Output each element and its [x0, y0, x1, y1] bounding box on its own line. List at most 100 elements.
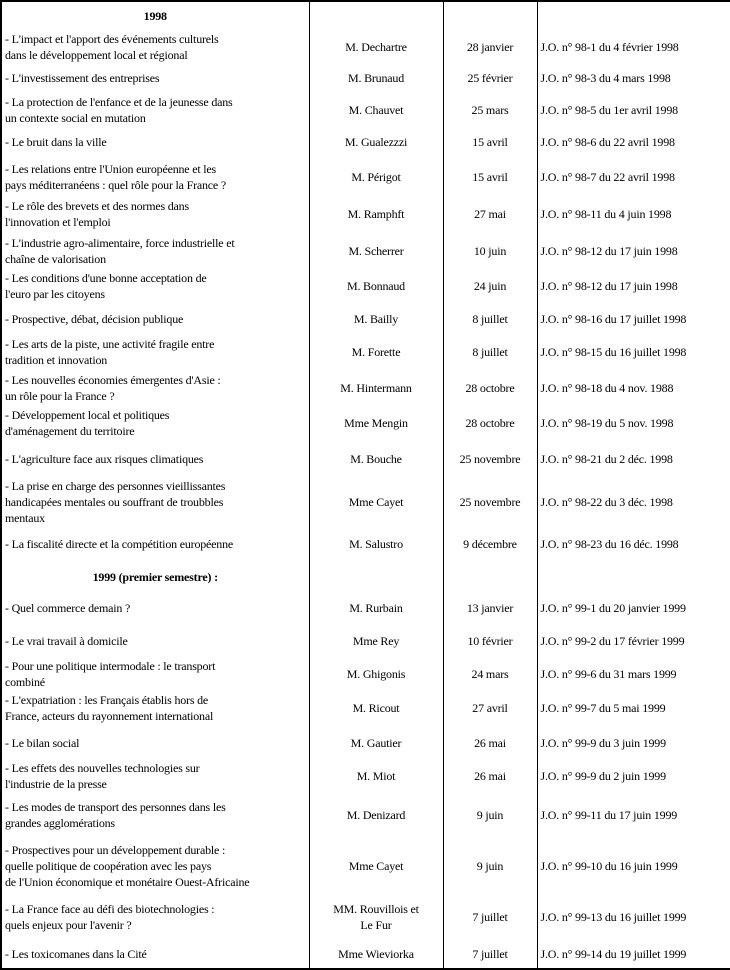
- rapporteur: M. Brunaud: [308, 62, 444, 94]
- journal-officiel-ref: J.O. n° 99-7 du 5 mai 1999: [536, 691, 730, 726]
- table-row: - L'impact et l'apport des événements cu…: [0, 30, 730, 63]
- rapporteur: M. Denizard: [308, 793, 444, 838]
- adoption-date: 10 février: [442, 624, 538, 658]
- rapporteur: M. Ramphft: [308, 195, 444, 233]
- journal-officiel-ref: J.O. n° 99-6 du 31 mars 1999: [536, 657, 730, 691]
- journal-officiel-ref: J.O. n° 98-3 du 4 mars 1998: [536, 62, 730, 94]
- journal-officiel-ref: J.O. n° 99-9 du 2 juin 1999: [536, 759, 730, 793]
- report-subject: - Les arts de la piste, une activité fra…: [0, 335, 310, 370]
- rapporteur: M. Chauvet: [308, 93, 444, 126]
- adoption-date: 15 avril: [442, 158, 538, 195]
- table-row: - Les effets des nouvelles technologies …: [0, 759, 730, 793]
- adoption-date: 28 octobre: [442, 369, 538, 406]
- adoption-date: 27 mai: [442, 195, 538, 233]
- table-row: - Les nouvelles économies émergentes d'A…: [0, 369, 730, 406]
- journal-officiel-ref: J.O. n° 98-5 du 1er avril 1998: [536, 93, 730, 126]
- section-header-row: 1998: [0, 1, 730, 31]
- empty-cell: [308, 562, 444, 592]
- report-subject: - Les effets des nouvelles technologies …: [0, 759, 310, 793]
- report-subject: - Prospective, débat, décision publique: [0, 302, 310, 335]
- journal-officiel-ref: J.O. n° 99-14 du 19 juillet 1999: [536, 939, 730, 969]
- adoption-date: 28 octobre: [442, 405, 538, 441]
- table-row: - Prospective, débat, décision publique M…: [0, 302, 730, 335]
- report-subject: - Développement local et politiques d'am…: [0, 405, 310, 441]
- report-subject: - L'expatriation : les Français établis …: [0, 691, 310, 726]
- adoption-date: 25 novembre: [442, 440, 538, 478]
- report-subject: - Les modes de transport des personnes d…: [0, 793, 310, 838]
- journal-officiel-ref: J.O. n° 98-21 du 2 déc. 1998: [536, 440, 730, 478]
- rapporteur: M. Bonnaud: [308, 268, 444, 303]
- table-row: - Quel commerce demain ? M. Rurbain 13 jan…: [0, 592, 730, 624]
- rapporteur: Mme Cayet: [308, 477, 444, 526]
- journal-officiel-ref: J.O. n° 98-12 du 17 juin 1998: [536, 233, 730, 269]
- journal-officiel-ref: J.O. n° 99-9 du 3 juin 1999: [536, 725, 730, 760]
- rapporteur: M. Forette: [308, 335, 444, 370]
- adoption-date: 8 juillet: [442, 335, 538, 370]
- table-row: - Le vrai travail à domicile Mme Rey 10 fé…: [0, 624, 730, 658]
- table-row: - Pour une politique intermodale : le tr…: [0, 657, 730, 691]
- table-row: - Développement local et politiques d'am…: [0, 405, 730, 441]
- journal-officiel-ref: J.O. n° 98-11 du 4 juin 1998: [536, 195, 730, 233]
- journal-officiel-ref: J.O. n° 98-6 du 22 avril 1998: [536, 125, 730, 158]
- adoption-date: 25 février: [442, 62, 538, 94]
- table-row: - Le rôle des brevets et des normes dans…: [0, 195, 730, 233]
- rapporteur: M. Hintermann: [308, 369, 444, 406]
- report-subject: - La prise en charge des personnes vieil…: [0, 477, 310, 526]
- rapporteur: M. Ricout: [308, 691, 444, 726]
- table-row: - Les arts de la piste, une activité fra…: [0, 335, 730, 370]
- journal-officiel-ref: J.O. n° 98-12 du 17 juin 1998: [536, 268, 730, 303]
- rapporteur: MM. Rouvillois et Le Fur: [308, 894, 444, 940]
- journal-officiel-ref: J.O. n° 99-13 du 16 juillet 1999: [536, 894, 730, 940]
- report-subject: - Les toxicomanes dans la Cité: [0, 939, 310, 969]
- empty-cell: [442, 1, 538, 31]
- report-subject: - L'agriculture face aux risques climati…: [0, 440, 310, 478]
- table-row: - Les relations entre l'Union européenne…: [0, 158, 730, 195]
- table-row: - Les toxicomanes dans la Cité Mme Wievio…: [0, 939, 730, 969]
- report-subject: - Quel commerce demain ?: [0, 592, 310, 624]
- rapporteur: Mme Rey: [308, 624, 444, 658]
- journal-officiel-ref: J.O. n° 98-23 du 16 déc. 1998: [536, 525, 730, 562]
- rapporteur: M. Miot: [308, 759, 444, 793]
- table-row: - L'investissement des entreprises M. Bru…: [0, 62, 730, 94]
- table-row: - Les conditions d'une bonne acceptation…: [0, 268, 730, 303]
- adoption-date: 13 janvier: [442, 592, 538, 624]
- report-subject: - Les relations entre l'Union européenne…: [0, 158, 310, 195]
- rapporteur: M. Scherrer: [308, 233, 444, 269]
- report-subject: - Le rôle des brevets et des normes dans…: [0, 195, 310, 233]
- rapporteur: M. Ghigonis: [308, 657, 444, 691]
- report-subject: - L'impact et l'apport des événements cu…: [0, 30, 310, 63]
- rapporteur: M. Bailly: [308, 302, 444, 335]
- table-row: - Le bruit dans la ville M. Gualezzzi 15 a…: [0, 125, 730, 158]
- adoption-date: 7 juillet: [442, 939, 538, 969]
- adoption-date: 9 juin: [442, 793, 538, 838]
- adoption-date: 10 juin: [442, 233, 538, 269]
- adoption-date: 24 mars: [442, 657, 538, 691]
- journal-officiel-ref: J.O. n° 99-10 du 16 juin 1999: [536, 837, 730, 894]
- adoption-date: 25 novembre: [442, 477, 538, 526]
- report-subject: - L'industrie agro-alimentaire, force in…: [0, 233, 310, 269]
- table-row: - La prise en charge des personnes vieil…: [0, 477, 730, 526]
- journal-officiel-ref: J.O. n° 98-1 du 4 février 1998: [536, 30, 730, 63]
- adoption-date: 25 mars: [442, 93, 538, 126]
- table-row: - Les modes de transport des personnes d…: [0, 793, 730, 838]
- adoption-date: 28 janvier: [442, 30, 538, 63]
- adoption-date: 27 avril: [442, 691, 538, 726]
- section-header-row: 1999 (premier semestre) :: [0, 562, 730, 592]
- table-row: - L'industrie agro-alimentaire, force in…: [0, 233, 730, 269]
- report-subject: - Prospectives pour un développement dur…: [0, 837, 310, 894]
- journal-officiel-ref: J.O. n° 99-11 du 17 juin 1999: [536, 793, 730, 838]
- report-subject: - Le vrai travail à domicile: [0, 624, 310, 658]
- table-row: - Prospectives pour un développement dur…: [0, 837, 730, 894]
- journal-officiel-ref: J.O. n° 98-16 du 17 juillet 1998: [536, 302, 730, 335]
- adoption-date: 24 juin: [442, 268, 538, 303]
- adoption-date: 26 mai: [442, 725, 538, 760]
- empty-cell: [536, 1, 730, 31]
- journal-officiel-ref: J.O. n° 98-22 du 3 déc. 1998: [536, 477, 730, 526]
- section-title: 1999 (premier semestre) :: [0, 562, 310, 592]
- journal-officiel-ref: J.O. n° 98-7 du 22 avril 1998: [536, 158, 730, 195]
- report-subject: - La protection de l'enfance et de la je…: [0, 93, 310, 126]
- journal-officiel-ref: J.O. n° 98-18 du 4 nov. 1988: [536, 369, 730, 406]
- report-subject: - Les nouvelles économies émergentes d'A…: [0, 369, 310, 406]
